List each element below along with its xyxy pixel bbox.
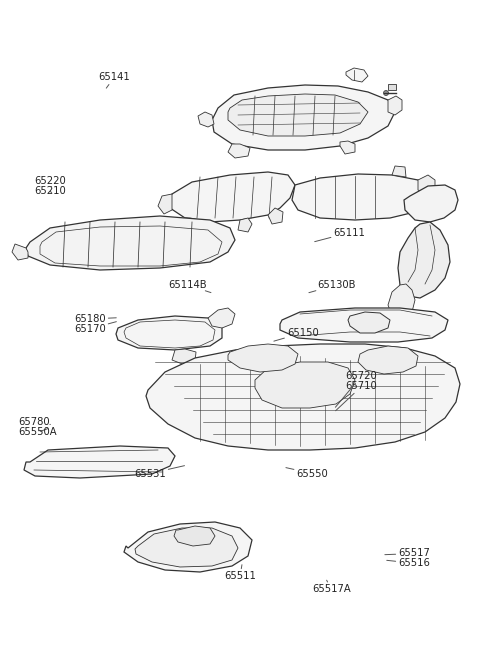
Polygon shape — [280, 308, 448, 342]
Polygon shape — [12, 244, 28, 260]
Text: 65210: 65210 — [35, 186, 66, 196]
Polygon shape — [268, 208, 283, 224]
Text: 65220: 65220 — [35, 176, 66, 189]
Polygon shape — [348, 312, 390, 333]
Polygon shape — [255, 362, 355, 408]
Text: 65511: 65511 — [224, 565, 256, 582]
Text: 65517A: 65517A — [312, 580, 350, 595]
Polygon shape — [172, 349, 196, 365]
Text: 65531: 65531 — [134, 466, 184, 479]
Polygon shape — [388, 96, 402, 115]
Circle shape — [203, 329, 213, 339]
Polygon shape — [168, 172, 295, 222]
Polygon shape — [158, 194, 172, 214]
Text: 65720: 65720 — [336, 371, 377, 407]
Text: 65114B: 65114B — [168, 280, 211, 293]
Polygon shape — [228, 344, 298, 372]
Polygon shape — [340, 141, 355, 154]
Polygon shape — [124, 522, 252, 572]
Text: 65710: 65710 — [336, 381, 377, 411]
Polygon shape — [418, 175, 435, 195]
Text: 65180: 65180 — [74, 314, 116, 324]
Polygon shape — [228, 144, 250, 158]
Polygon shape — [198, 112, 214, 127]
Text: 65517: 65517 — [385, 548, 430, 559]
Polygon shape — [388, 284, 415, 318]
Polygon shape — [392, 166, 406, 177]
Polygon shape — [228, 94, 368, 136]
Polygon shape — [24, 446, 175, 478]
Polygon shape — [26, 216, 235, 270]
Text: 65550A: 65550A — [18, 427, 57, 438]
Polygon shape — [238, 218, 252, 232]
Polygon shape — [358, 346, 418, 374]
Polygon shape — [398, 222, 450, 298]
Circle shape — [212, 541, 224, 553]
Polygon shape — [208, 308, 235, 328]
Text: 65516: 65516 — [387, 558, 430, 569]
Polygon shape — [212, 85, 395, 150]
Text: 65141: 65141 — [98, 72, 130, 88]
Circle shape — [190, 403, 200, 413]
Text: 65550: 65550 — [286, 468, 328, 479]
Text: 65111: 65111 — [315, 227, 365, 242]
Polygon shape — [135, 528, 238, 567]
Polygon shape — [180, 218, 200, 232]
Polygon shape — [116, 316, 222, 350]
Circle shape — [433, 385, 443, 395]
Circle shape — [236, 434, 244, 442]
Text: 65170: 65170 — [74, 322, 116, 334]
Circle shape — [43, 243, 53, 253]
Polygon shape — [292, 174, 432, 220]
Polygon shape — [404, 185, 458, 222]
Text: 65130B: 65130B — [309, 280, 355, 293]
Circle shape — [129, 329, 139, 339]
Text: 65780: 65780 — [18, 417, 50, 428]
Polygon shape — [146, 344, 460, 450]
Polygon shape — [174, 526, 215, 546]
Circle shape — [384, 90, 388, 96]
Circle shape — [417, 251, 431, 265]
Polygon shape — [346, 68, 368, 82]
Bar — [388, 84, 396, 90]
Text: 65150: 65150 — [274, 328, 319, 341]
Circle shape — [149, 544, 161, 556]
Circle shape — [401, 426, 409, 434]
